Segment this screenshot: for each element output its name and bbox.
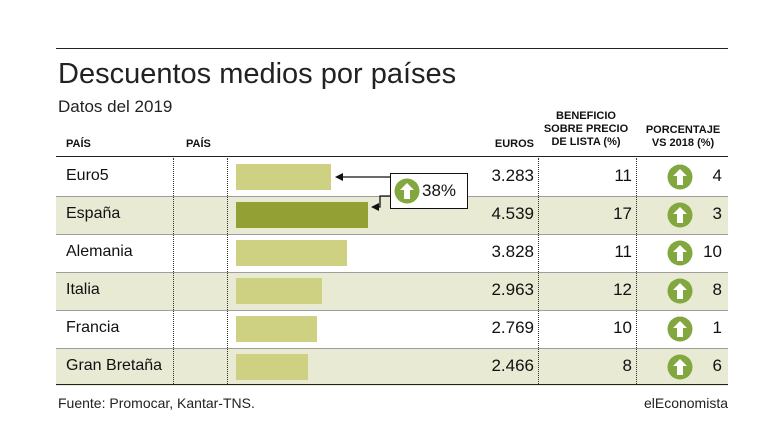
table-row: España 4.539 17 3 xyxy=(56,196,728,234)
up-arrow-circle-icon xyxy=(667,202,693,228)
up-arrow-circle-icon xyxy=(667,354,693,380)
bar xyxy=(236,278,322,304)
table-row: Gran Bretaña 2.466 8 6 xyxy=(56,348,728,386)
column-divider xyxy=(636,158,637,384)
up-arrow-circle-icon xyxy=(667,316,693,342)
country-label: Italia xyxy=(66,281,100,298)
country-label: Francia xyxy=(66,319,120,336)
porcentaje-value: 10 xyxy=(703,242,722,261)
beneficio-value: 17 xyxy=(613,204,632,223)
brand-label: elEconomista xyxy=(643,395,728,411)
header-pais: PAÍS xyxy=(66,138,91,150)
porcentaje-value: 3 xyxy=(712,204,722,223)
header-pais-2: PAÍS xyxy=(186,138,211,150)
header-porcentaje-line2: VS 2018 (%) xyxy=(651,137,715,149)
country-label: España xyxy=(66,205,121,222)
row-separator xyxy=(56,234,728,235)
bottom-rule xyxy=(56,384,728,385)
header-beneficio-line1: BENEFICIO xyxy=(556,110,616,122)
beneficio-value: 8 xyxy=(622,356,632,375)
country-label: Alemania xyxy=(66,243,133,260)
beneficio-value: 11 xyxy=(614,242,632,261)
top-rule xyxy=(56,48,728,49)
country-label: Euro5 xyxy=(66,167,109,184)
beneficio-value: 10 xyxy=(613,318,632,337)
callout-box: 38% xyxy=(390,173,468,209)
chart-subtitle: Datos del 2019 xyxy=(58,97,173,116)
column-divider xyxy=(227,158,228,384)
chart-title: Descuentos medios por países xyxy=(58,58,457,90)
bar xyxy=(236,164,331,190)
beneficio-value: 11 xyxy=(614,166,632,185)
euros-value: 2.963 xyxy=(491,280,534,299)
up-arrow-circle-icon xyxy=(667,278,693,304)
up-arrow-circle-icon xyxy=(394,178,420,204)
header-beneficio-line3: DE LISTA (%) xyxy=(551,136,621,148)
row-separator xyxy=(56,348,728,349)
euros-value: 2.466 xyxy=(491,356,534,375)
table-row: Italia 2.963 12 8 xyxy=(56,272,728,310)
porcentaje-value: 6 xyxy=(712,356,722,375)
header-porcentaje: PORCENTAJE VS 2018 (%) xyxy=(636,124,730,150)
euros-value: 2.769 xyxy=(491,318,534,337)
table-row: Euro5 3.283 11 4 xyxy=(56,158,728,196)
column-divider xyxy=(173,158,174,384)
column-divider xyxy=(538,158,539,384)
source-note: Fuente: Promocar, Kantar-TNS. xyxy=(58,395,255,411)
country-label: Gran Bretaña xyxy=(66,357,163,374)
callout-label: 38% xyxy=(422,181,457,200)
euros-value: 3.283 xyxy=(491,166,534,185)
header-porcentaje-line1: PORCENTAJE xyxy=(645,124,721,136)
table-row: Francia 2.769 10 1 xyxy=(56,310,728,348)
euros-value: 3.828 xyxy=(491,242,534,261)
header-euros: EUROS xyxy=(494,138,534,150)
bar xyxy=(236,202,368,228)
up-arrow-circle-icon xyxy=(667,240,693,266)
header-beneficio: BENEFICIO SOBRE PRECIO DE LISTA (%) xyxy=(536,110,636,149)
header-rule xyxy=(56,156,728,157)
euros-value: 4.539 xyxy=(491,204,534,223)
row-separator xyxy=(56,310,728,311)
beneficio-value: 12 xyxy=(613,280,632,299)
header-beneficio-line2: SOBRE PRECIO xyxy=(543,123,629,135)
row-separator xyxy=(56,272,728,273)
bar xyxy=(236,354,308,380)
bar xyxy=(236,240,347,266)
porcentaje-value: 4 xyxy=(712,166,722,185)
porcentaje-value: 8 xyxy=(712,280,722,299)
table-row: Alemania 3.828 11 10 xyxy=(56,234,728,272)
bar xyxy=(236,316,317,342)
porcentaje-value: 1 xyxy=(712,318,722,337)
up-arrow-circle-icon xyxy=(667,164,693,190)
